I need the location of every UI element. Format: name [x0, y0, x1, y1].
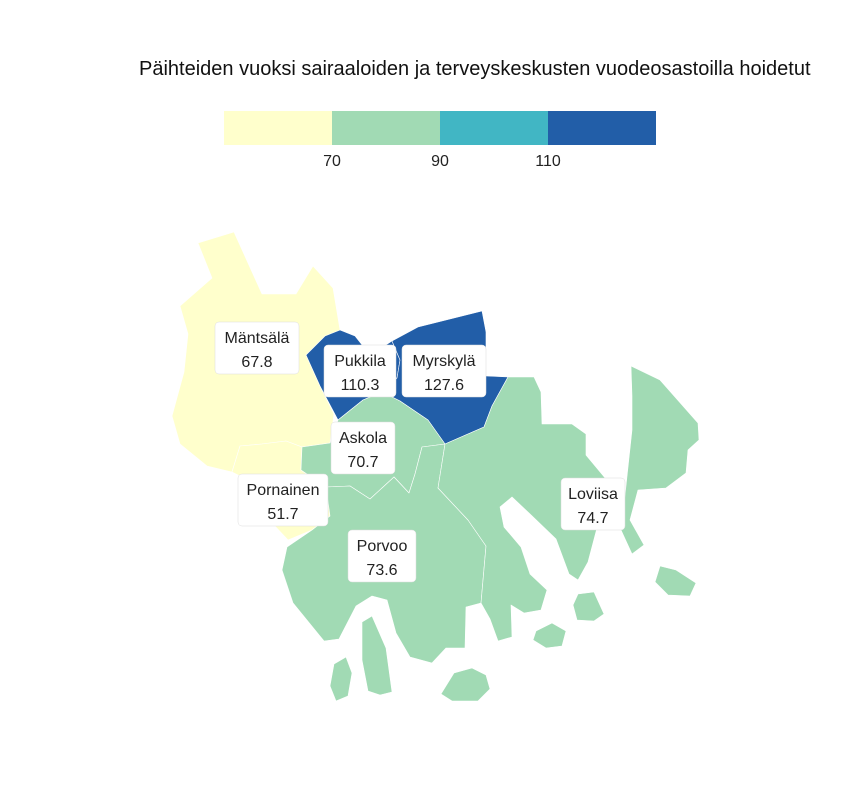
- label-myrskyla-name: Myrskylä: [412, 353, 475, 370]
- label-pornainen: Pornainen 51.7: [237, 473, 329, 527]
- label-loviisa: Loviisa 74.7: [560, 477, 626, 531]
- label-askola-name: Askola: [339, 430, 387, 447]
- legend-bin-4: [548, 111, 656, 145]
- label-pornainen-value: 51.7: [267, 506, 298, 523]
- legend-break-90: 90: [431, 153, 449, 170]
- label-pukkila-value: 110.3: [341, 377, 380, 394]
- label-loviisa-value: 74.7: [577, 510, 608, 527]
- label-loviisa-name: Loviisa: [568, 486, 618, 503]
- legend-break-110: 110: [535, 153, 561, 170]
- label-myrskyla-value: 127.6: [424, 377, 464, 394]
- legend-bin-2: [332, 111, 440, 145]
- label-mantsala-value: 67.8: [241, 354, 272, 371]
- label-porvoo-value: 73.6: [366, 562, 397, 579]
- legend-break-70: 70: [323, 153, 341, 170]
- municipality-loviisa[interactable]: [437, 365, 700, 649]
- label-porvoo: Porvoo 73.6: [347, 529, 417, 583]
- legend-bin-1: [224, 111, 332, 145]
- map-title: Päihteiden vuoksi sairaaloiden ja tervey…: [139, 58, 811, 80]
- label-pornainen-name: Pornainen: [247, 482, 320, 499]
- label-askola-value: 70.7: [347, 454, 378, 471]
- label-pukkila-name: Pukkila: [334, 353, 386, 370]
- color-legend: 70 90 110: [224, 111, 656, 175]
- label-askola: Askola 70.7: [330, 421, 396, 475]
- label-mantsala-name: Mäntsälä: [225, 330, 290, 347]
- legend-bin-3: [440, 111, 548, 145]
- label-mantsala: Mäntsälä 67.8: [214, 321, 300, 375]
- label-porvoo-name: Porvoo: [357, 538, 408, 555]
- label-myrskyla: Myrskylä 127.6: [401, 344, 487, 398]
- label-pukkila: Pukkila 110.3: [323, 344, 397, 398]
